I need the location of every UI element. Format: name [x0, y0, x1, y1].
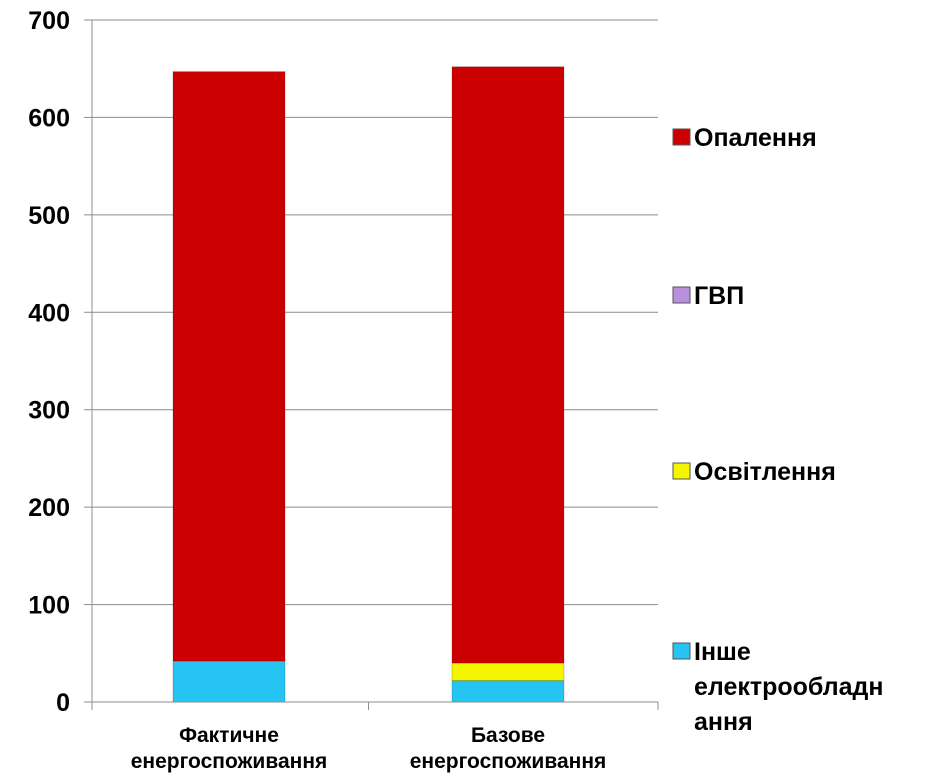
legend-swatch [672, 642, 691, 660]
legend-label: електрообладн [694, 673, 884, 701]
x-category-label: енергоспоживання [131, 750, 328, 773]
x-category-label: Фактичне [179, 724, 279, 747]
legend-label: ГВП [694, 282, 744, 310]
legend: Опалення ГВП Освітлення Інше електрообладн ан… [672, 124, 884, 736]
x-category-label: Базове [471, 724, 545, 747]
legend-label: Опалення [694, 124, 817, 152]
legend-label: ання [694, 708, 753, 736]
bar-segment-1-0 [451, 680, 565, 703]
y-tick-label: 400 [28, 299, 70, 327]
y-tick-label: 200 [28, 494, 70, 522]
legend-swatch [672, 286, 691, 304]
y-tick-label: 500 [28, 202, 70, 230]
x-axis-categories: Фактичне енергоспоживання Базове енергоспож… [131, 724, 607, 773]
y-tick-label: 0 [56, 689, 70, 717]
bars [172, 66, 565, 703]
y-tick-label: 700 [28, 7, 70, 35]
x-category-label: енергоспоживання [410, 750, 607, 773]
bar-segment-1-1 [451, 662, 565, 682]
legend-label: Освітлення [694, 458, 836, 486]
bar-segment-0-3 [172, 71, 286, 662]
axes [91, 20, 659, 710]
legend-label: Інше [694, 638, 751, 666]
bar-segment-1-3 [451, 66, 565, 664]
y-axis-ticks: 0 100 200 300 400 500 600 700 [28, 7, 92, 717]
bar-segment-0-0 [172, 660, 286, 703]
y-tick-label: 100 [28, 592, 70, 620]
legend-swatch [672, 462, 691, 480]
legend-swatch [672, 128, 691, 146]
y-tick-label: 600 [28, 104, 70, 132]
y-tick-label: 300 [28, 397, 70, 425]
